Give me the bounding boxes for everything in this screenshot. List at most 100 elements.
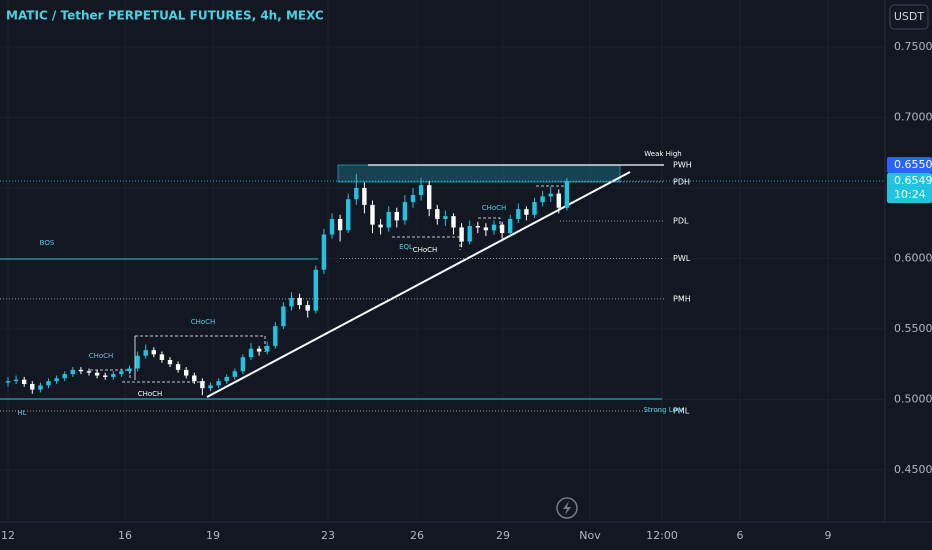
candle-body xyxy=(30,383,35,390)
x-axis: 12 16 19 23 26 29 Nov 12:00 6 9 xyxy=(1,529,832,542)
x-tick-label: 23 xyxy=(321,529,335,542)
annotation: CHoCH xyxy=(413,246,438,254)
y-tick-label: 0.6000 xyxy=(894,251,932,264)
candle-body xyxy=(127,368,132,372)
y-tick-label: 0.4500 xyxy=(894,463,932,476)
candle-body xyxy=(70,369,75,375)
candle-body xyxy=(394,211,399,221)
candle-body xyxy=(94,372,100,376)
candle-body xyxy=(337,218,343,231)
annotation: EQL xyxy=(399,243,413,251)
icon[interactable] xyxy=(556,497,578,519)
candle-body xyxy=(354,187,359,200)
candle-body xyxy=(232,371,237,377)
candle-body xyxy=(313,269,318,311)
candle-body xyxy=(548,193,553,197)
candle-body xyxy=(167,359,173,365)
annotation: CHoCH xyxy=(191,318,216,326)
candles xyxy=(5,173,570,396)
candle-body xyxy=(151,350,156,355)
currency[interactable]: USDT xyxy=(894,10,925,23)
candle-body xyxy=(281,306,286,327)
level-label: PWH xyxy=(673,160,692,169)
candle-body xyxy=(378,224,383,228)
candle-body xyxy=(459,227,464,242)
x-tick-label: 19 xyxy=(206,529,220,542)
candle-body xyxy=(564,181,570,208)
candle-body xyxy=(38,385,43,390)
x-tick-label: Nov xyxy=(579,529,601,542)
candle-body xyxy=(540,196,545,203)
high-badge xyxy=(887,156,932,173)
candle-body xyxy=(556,193,561,208)
x-tick-label: 6 xyxy=(737,529,744,542)
candle-body xyxy=(86,371,92,373)
last-price-label: 0.6549 xyxy=(894,174,932,187)
grid xyxy=(0,0,885,522)
candle-body xyxy=(346,199,351,231)
candle-body xyxy=(427,185,432,210)
candle-body xyxy=(240,357,246,372)
annotation: Weak High xyxy=(644,150,681,158)
candle-body xyxy=(216,381,221,386)
y-axis: 0.45000.50000.55000.60000.65000.70000.75… xyxy=(887,40,932,476)
y-tick-label: 0.7500 xyxy=(894,40,932,53)
candle-body xyxy=(224,376,229,382)
candle-body xyxy=(483,227,489,231)
level-label: PML xyxy=(673,407,690,416)
currency-button[interactable] xyxy=(889,4,929,30)
candle-body xyxy=(305,304,310,311)
candle-body xyxy=(46,381,51,386)
candle-body xyxy=(516,209,521,219)
candle-body xyxy=(491,224,497,231)
level-label: PWL xyxy=(673,254,691,263)
trend-line xyxy=(206,171,631,398)
x-tick-label: 9 xyxy=(825,529,832,542)
x-tick-label: 16 xyxy=(118,529,132,542)
candle-body xyxy=(475,226,480,228)
annotation: HL xyxy=(17,409,26,417)
candle-body xyxy=(208,385,213,389)
candle-body xyxy=(370,204,375,225)
candle-body xyxy=(524,209,529,215)
x-tick-label: 12:00 xyxy=(646,529,678,542)
candle-body xyxy=(443,216,448,219)
level-label: PDH xyxy=(673,177,690,186)
candle-body xyxy=(467,226,472,242)
candle-body xyxy=(248,348,254,358)
candle-body xyxy=(78,369,84,372)
candle-body xyxy=(499,224,505,234)
x-tick-label: 12 xyxy=(1,529,15,542)
candle-body xyxy=(321,234,327,270)
annotation: Strong Low xyxy=(643,406,682,414)
candle-body xyxy=(265,345,270,352)
x-tick-label: 26 xyxy=(410,529,424,542)
candle-body xyxy=(362,187,367,205)
candle-body xyxy=(532,202,537,215)
chart-title: MATIC / Tether PERPETUAL FUTURES, 4h, ME… xyxy=(6,9,324,23)
candle-body xyxy=(256,348,262,352)
candle-body xyxy=(273,326,278,346)
candle-body xyxy=(175,364,181,370)
choch-box xyxy=(478,217,501,228)
candle-body xyxy=(22,379,27,384)
candle-body xyxy=(13,379,19,382)
candle-body xyxy=(329,218,335,235)
level-label: PDL xyxy=(673,216,689,225)
levels: PWH PDH PDL PWL PMH PML xyxy=(0,160,885,416)
candle-body xyxy=(192,375,197,382)
candle-body xyxy=(62,374,67,379)
annotation: BOS xyxy=(40,239,55,247)
candle-body xyxy=(5,381,11,383)
candle-body xyxy=(184,369,189,376)
annotation: CHoCH xyxy=(89,352,114,360)
icon xyxy=(563,501,571,515)
candle-body xyxy=(410,195,416,203)
candle-body xyxy=(119,371,124,375)
candle-body xyxy=(200,381,205,389)
y-tick-label: 0.7000 xyxy=(894,110,932,123)
y-tick-label: 0.5500 xyxy=(894,322,932,335)
candle-body xyxy=(54,378,59,382)
